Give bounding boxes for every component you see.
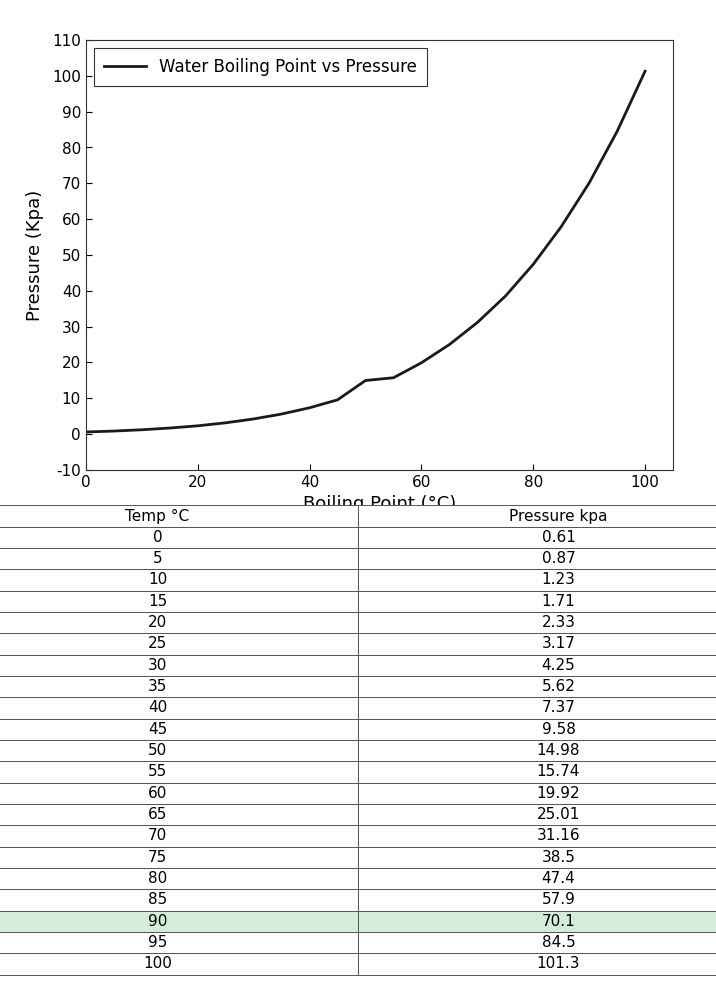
Legend: Water Boiling Point vs Pressure: Water Boiling Point vs Pressure [95,48,427,86]
Y-axis label: Pressure (Kpa): Pressure (Kpa) [26,189,44,321]
X-axis label: Boiling Point (°C): Boiling Point (°C) [303,495,456,513]
